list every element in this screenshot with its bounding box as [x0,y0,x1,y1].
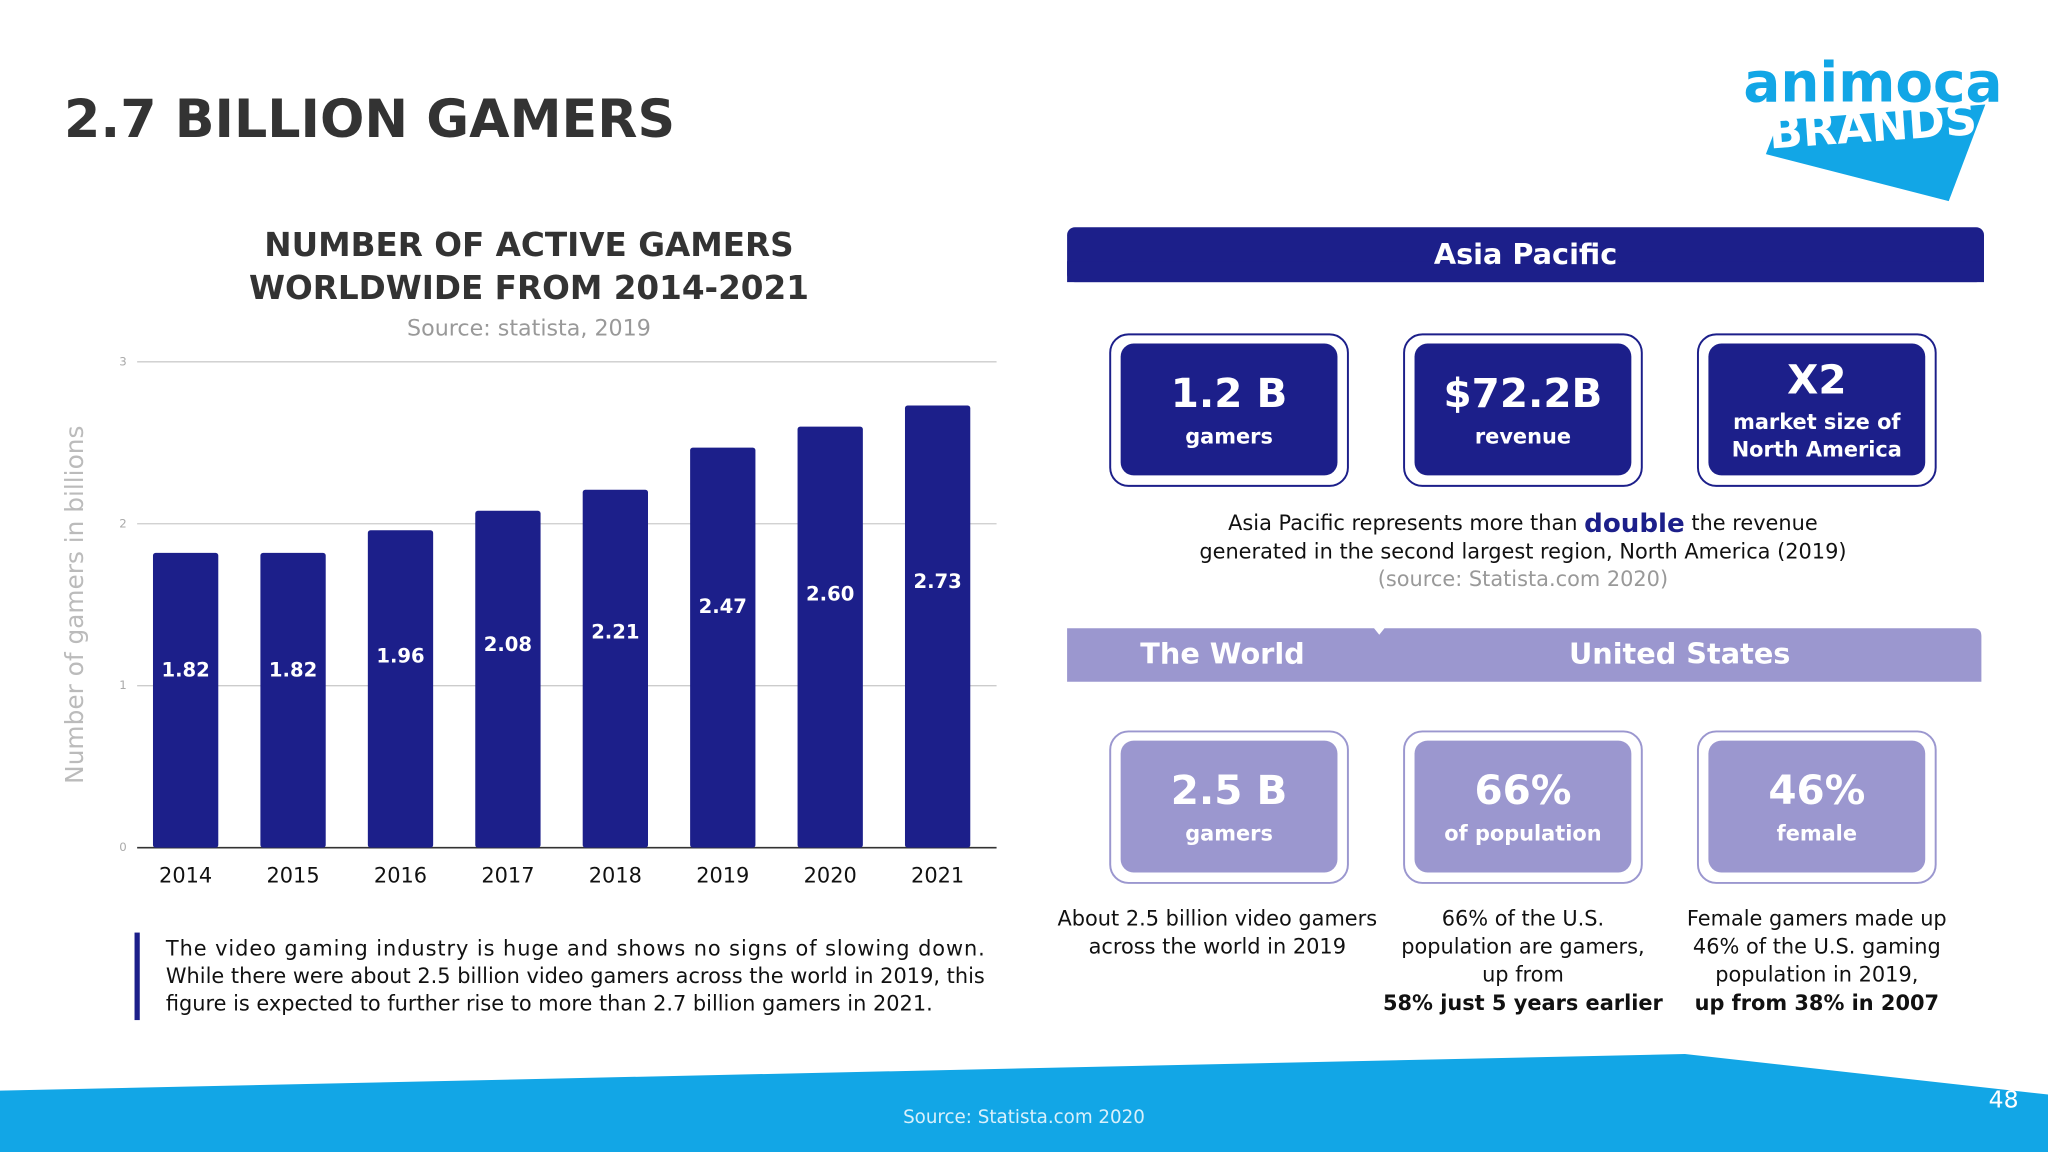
bar [797,426,863,848]
footer-source: Source: Statista.com 2020 [903,1107,1145,1128]
note-text: the revenue [1691,511,1817,535]
x-tick-label: 2019 [696,863,749,887]
note-source: (source: Statista.com 2020) [1378,567,1668,591]
section-header [1067,261,1984,283]
card-label: revenue [1475,425,1571,449]
logo: animoca BRANDS [1743,50,2003,202]
data-label: 2.21 [591,620,639,643]
card [1708,343,1926,476]
card-value: 46% [1768,766,1865,814]
caption-bold: 58% just 5 years earlier [1383,991,1664,1015]
note-text: Asia Pacific represents more than [1228,511,1577,535]
card [1414,740,1632,873]
x-tick-label: 2014 [159,863,212,887]
card [1120,740,1338,873]
logo-text: animoca [1743,50,2002,114]
card-value: 66% [1475,766,1572,814]
data-label: 2.60 [806,583,854,606]
caption-line: About 2.5 billion video gamers [1058,907,1378,931]
bar [260,552,326,848]
bar [690,447,756,848]
chart-subtitle: Source: statista, 2019 [407,316,651,342]
card-label: market size of [1733,410,1901,434]
card-value: X2 [1787,356,1846,404]
bar [475,510,541,848]
section-header [1067,628,1982,682]
data-label: 2.08 [484,633,532,656]
x-tick-label: 2015 [266,863,319,887]
card-value: 2.5 B [1171,766,1288,814]
data-label: 2.47 [699,595,747,618]
bar [582,489,648,848]
bar [904,405,971,848]
card-label: gamers [1185,425,1273,449]
caption-bold: up from 38% in 2007 [1695,991,1939,1015]
card-label: female [1777,822,1857,846]
card-value: $72.2B [1444,369,1603,417]
caption-line: across the world in 2019 [1089,935,1346,959]
caption-line: up from [1482,963,1564,987]
note-line: Asia Pacific represents more than double… [1228,508,1818,538]
y-tick-label: 1 [119,678,126,692]
quote-bar [134,932,140,1021]
bar [367,530,434,848]
chart-title: WORLDWIDE FROM 2014-2021 [249,269,809,307]
card-group: 1.2 B gamers $72.2B revenue X2 market size of… [1109,333,1937,487]
logo-shape [1765,104,1986,202]
caption-line: 66% of the U.S. [1442,907,1605,931]
y-tick-label: 0 [119,840,126,854]
card-label: gamers [1185,822,1273,846]
section-title: Asia Pacific [1434,237,1617,271]
y-tick-label: 2 [119,516,126,530]
y-tick-label: 3 [119,354,126,368]
description-line: The video gaming industry is huge and sh… [165,937,985,961]
card-group: 2.5 B gamers About 2.5 billion video gamer… [1058,730,1947,1015]
page-number: 48 [1989,1086,2019,1114]
section-title: United States [1569,637,1790,671]
description-line: figure is expected to further rise to mo… [166,991,933,1015]
bar-chart: 0 1 2 3 2014 1.82 2015 1.82 2016 1.96 2017 2.08 2018… [119,354,997,887]
footer-band [0,1054,2048,1152]
caption-line: 46% of the U.S. gaming [1693,935,1941,959]
x-tick-label: 2020 [804,863,857,887]
x-tick-label: 2017 [481,863,534,887]
card [1414,343,1632,476]
section-title: The World [1140,637,1304,671]
x-tick-label: 2018 [589,863,642,887]
card [1708,740,1926,873]
card-value: 1.2 B [1171,369,1288,417]
page-title: 2.7 BILLION GAMERS [64,90,675,150]
caption-line: population are gamers, [1401,935,1644,959]
x-tick-label: 2021 [911,863,964,887]
note-emphasis: double [1584,508,1685,538]
data-label: 1.82 [269,658,317,681]
card-label: of population [1444,822,1601,846]
data-label: 2.73 [913,570,961,593]
card-label: North America [1732,438,1902,462]
x-tick-label: 2016 [374,863,427,887]
y-axis-title: Number of gamers in billions [60,426,89,784]
caption-line: Female gamers made up [1687,907,1947,931]
bar [152,552,219,848]
chart-title: NUMBER OF ACTIVE GAMERS [264,226,793,264]
description-line: While there were about 2.5 billion video… [166,964,985,988]
data-label: 1.82 [161,658,209,681]
note-line: generated in the second largest region, … [1199,539,1846,563]
data-label: 1.96 [376,645,424,668]
card [1120,343,1338,476]
caption-line: population in 2019, [1715,963,1918,987]
